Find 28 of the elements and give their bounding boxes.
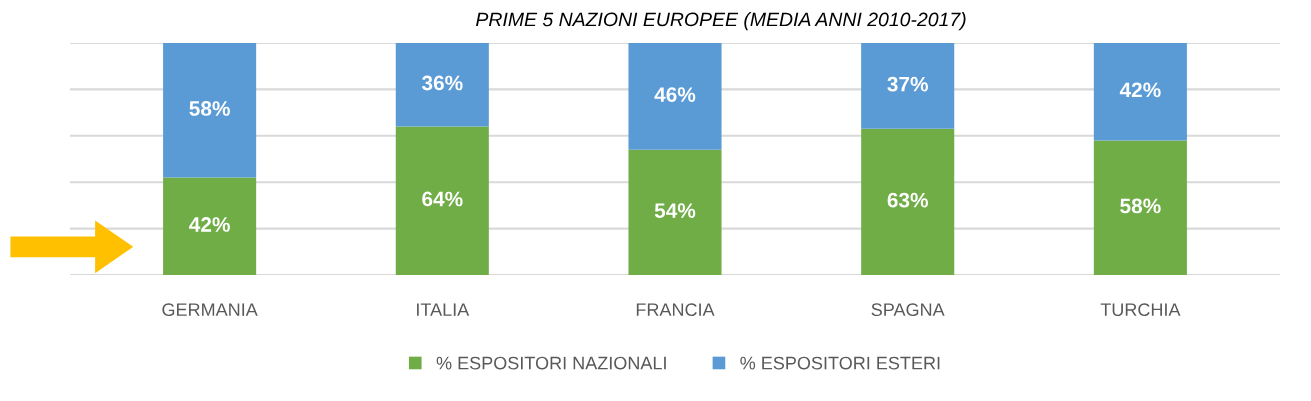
- bar: [1093, 43, 1187, 141]
- data-label: 54%: [654, 203, 696, 218]
- data-label: 42%: [189, 217, 230, 232]
- bar: [628, 43, 722, 150]
- bar: [861, 128, 955, 275]
- bar: [163, 43, 257, 178]
- legend-label: % ESPOSITORI ESTERI: [740, 356, 940, 370]
- data-label: 58%: [1120, 198, 1161, 214]
- data-label: 42%: [1119, 82, 1161, 98]
- chart-title: PRIME 5 NAZIONI EUROPEE (MEDIA ANNI 2010-2017): [476, 12, 966, 31]
- bar: [628, 149, 722, 275]
- data-label: 64%: [422, 191, 463, 207]
- bar: [163, 177, 257, 275]
- data-label: 36%: [421, 75, 463, 91]
- data-label: 37%: [887, 76, 928, 92]
- x-tick-label: SPAGNA: [871, 303, 945, 317]
- bar: [861, 43, 955, 129]
- data-label: 63%: [887, 192, 928, 208]
- bar: [395, 43, 489, 127]
- x-tick-label: GERMANIA: [162, 303, 258, 317]
- data-label: 58%: [189, 101, 230, 116]
- x-tick-label: TURCHIA: [1100, 303, 1181, 317]
- legend-label: % ESPOSITORI NAZIONALI: [436, 356, 666, 370]
- bar: [1093, 140, 1187, 275]
- data-label: 46%: [654, 87, 696, 102]
- x-tick-label: ITALIA: [417, 303, 470, 316]
- x-tick-label: FRANCIA: [636, 303, 715, 317]
- bar: [395, 126, 489, 275]
